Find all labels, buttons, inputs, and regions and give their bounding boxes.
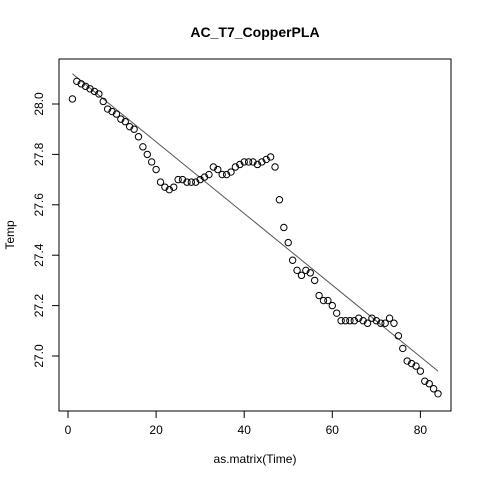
data-point [135,134,141,140]
x-tick-label: 80 [414,423,428,437]
data-point [417,368,423,374]
data-points [69,78,441,397]
data-point [144,151,150,157]
data-point [140,144,146,150]
data-point [281,224,287,230]
data-point [400,345,406,351]
data-point [395,333,401,339]
data-point [272,164,278,170]
y-tick-label: 27.2 [32,294,46,318]
x-tick-label: 0 [65,423,72,437]
x-tick-label: 60 [326,423,340,437]
regression-line [72,74,438,371]
data-point [153,166,159,172]
x-axis: 0 20 40 60 80 [65,411,428,437]
x-tick-label: 20 [149,423,163,437]
data-point [276,197,282,203]
x-tick-label: 40 [238,423,252,437]
data-point [69,96,75,102]
data-point [334,310,340,316]
data-point [285,239,291,245]
data-point [329,302,335,308]
data-point [289,257,295,263]
x-axis-label: as.matrix(Time) [214,452,297,466]
y-tick-label: 27.4 [32,243,46,267]
y-tick-label: 28.0 [32,92,46,116]
y-axis-label: Temp [3,220,17,250]
y-tick-label: 27.0 [32,344,46,368]
y-tick-label: 27.8 [32,142,46,166]
y-axis: 27.0 27.2 27.4 27.6 27.8 28.0 [32,92,59,368]
chart-title: AC_T7_CopperPLA [190,24,319,40]
data-point [311,277,317,283]
y-tick-label: 27.6 [32,193,46,217]
data-point [391,320,397,326]
plot-frame [59,59,451,411]
data-point [435,391,441,397]
data-point [148,159,154,165]
